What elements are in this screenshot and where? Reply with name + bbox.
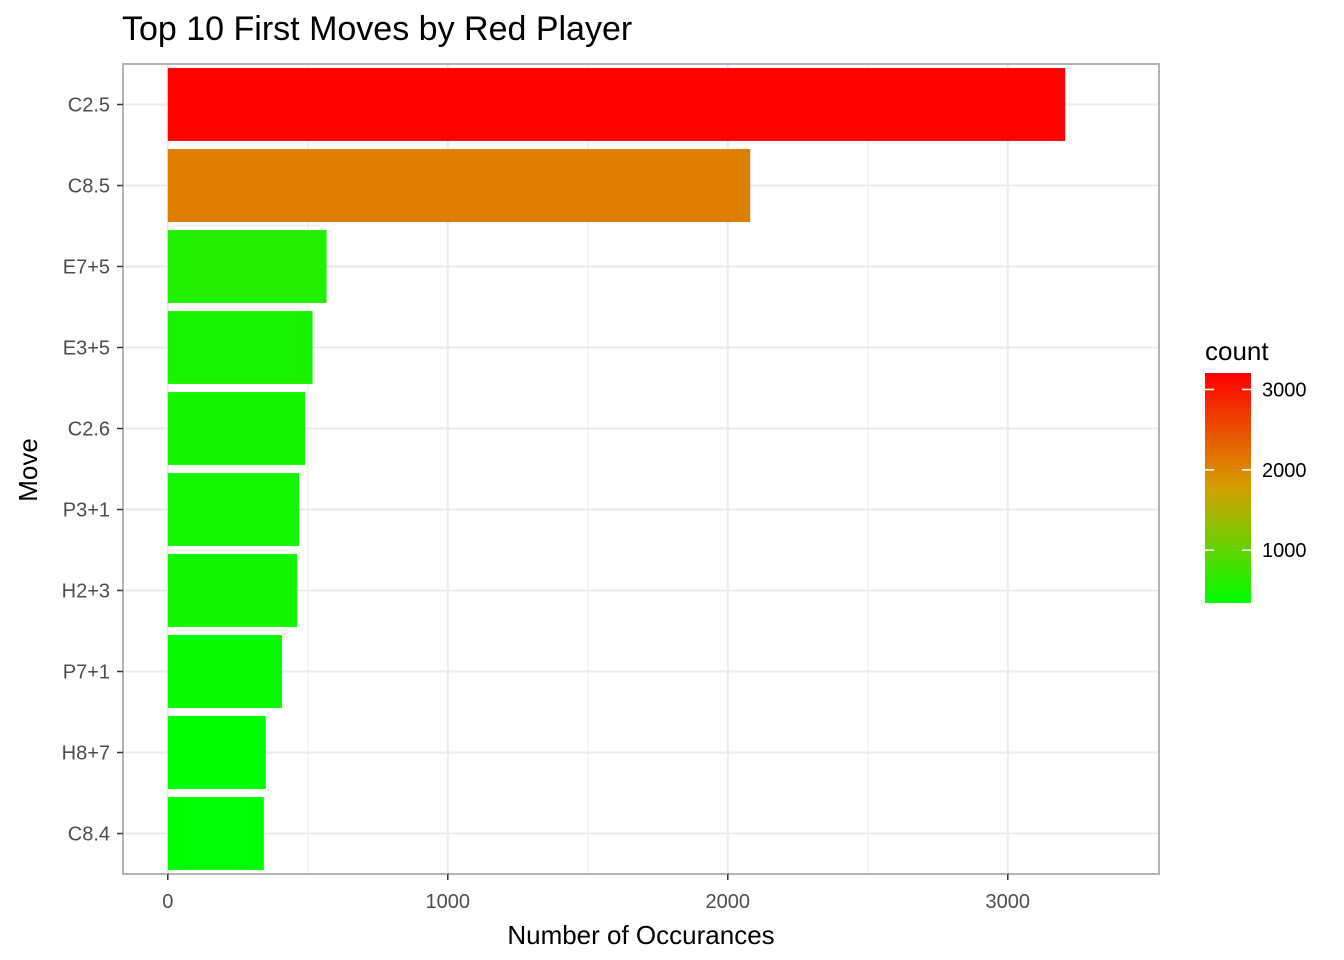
bar-P7+1: [167, 635, 283, 708]
x-axis-title: Number of Occurances: [507, 920, 774, 950]
x-tick-label: 3000: [986, 891, 1031, 913]
chart-title: Top 10 First Moves by Red Player: [122, 10, 632, 48]
bar-E3+5: [167, 311, 313, 384]
legend-color-bar: [1205, 373, 1251, 603]
y-tick-label: H2+3: [62, 581, 110, 603]
legend-tick-label: 2000: [1262, 460, 1307, 482]
legend-tick-label: 1000: [1262, 540, 1307, 562]
bar-H2+3: [167, 554, 298, 627]
y-tick-label: C8.4: [68, 824, 110, 846]
y-tick-label: C8.5: [68, 176, 110, 198]
bar-H8+7: [167, 716, 266, 789]
x-tick-label: 0: [162, 891, 173, 913]
legend: count 1000 2000 3000: [1205, 336, 1307, 603]
y-tick-label: H8+7: [62, 743, 110, 765]
bar-E7+5: [167, 230, 327, 303]
y-tick-label: P7+1: [63, 662, 110, 684]
y-tick-label: P3+1: [63, 500, 110, 522]
legend-title: count: [1205, 336, 1269, 366]
bar-C8.5: [167, 149, 751, 222]
x-axis-ticks: 0 1000 2000 3000: [162, 874, 1030, 913]
y-axis-ticks: C2.5 C8.5 E7+5 E3+5 C2.6 P3+1 H2+3 P7+1 H8+7 C8.4: [62, 95, 123, 846]
panel-border: [122, 63, 1160, 875]
x-tick-label: 1000: [426, 891, 471, 913]
y-axis-title: Move: [13, 438, 43, 502]
bar-C8.4: [167, 797, 264, 870]
y-tick-label: E3+5: [63, 338, 110, 360]
bar-C2.6: [167, 392, 305, 465]
legend-tick-label: 3000: [1262, 379, 1307, 401]
y-tick-label: C2.6: [68, 419, 110, 441]
y-tick-label: E7+5: [63, 257, 110, 279]
bar-C2.5: [167, 68, 1066, 141]
bars: [167, 68, 1066, 870]
bar-P3+1: [167, 473, 300, 546]
legend-ticks: 1000 2000 3000: [1205, 379, 1307, 562]
x-tick-label: 2000: [706, 891, 751, 913]
y-tick-label: C2.5: [68, 95, 110, 117]
